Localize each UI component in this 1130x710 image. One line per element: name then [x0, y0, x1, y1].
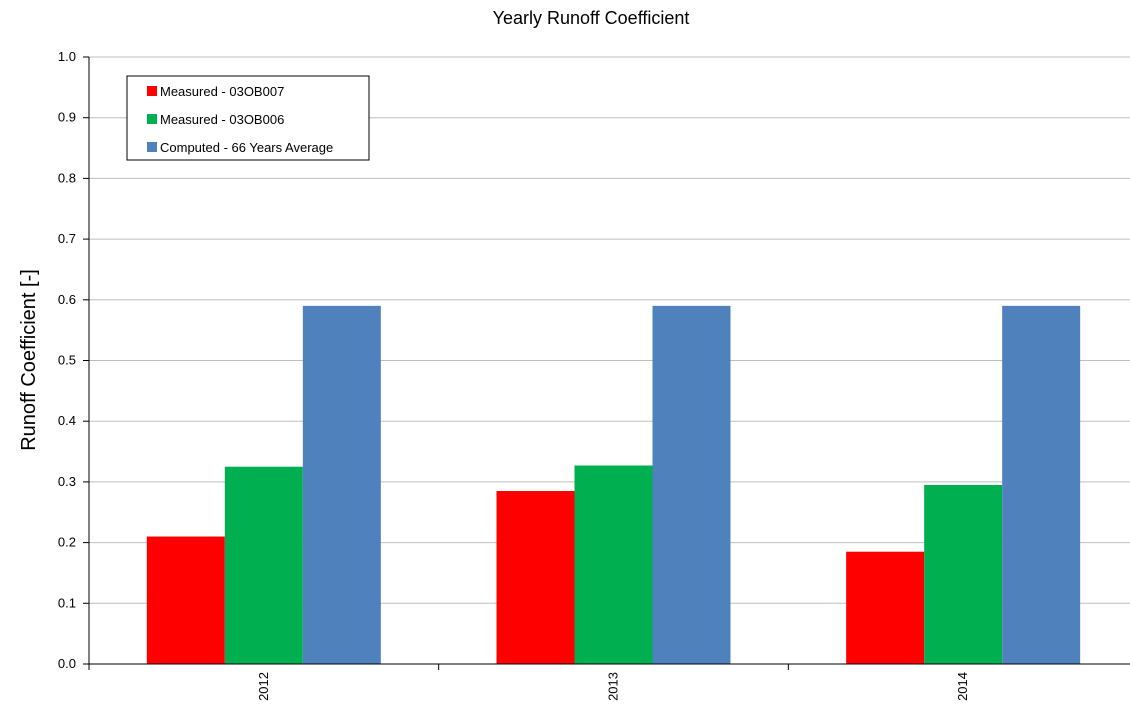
bars — [146, 305, 1081, 664]
x-tick-label: 2012 — [256, 672, 271, 701]
legend-swatch — [147, 114, 157, 124]
y-tick-label: 0.4 — [58, 413, 76, 428]
legend: Measured - 03OB007 Measured - 03OB006 Comp… — [126, 75, 370, 161]
x-tick-labels: 2012 2013 2014 — [256, 672, 970, 701]
y-axis-label: Runoff Coefficient [-] — [18, 269, 40, 451]
y-tick-label: 0.3 — [58, 474, 76, 489]
y-tick-label: 0.1 — [58, 595, 76, 610]
x-tick-label: 2013 — [606, 672, 621, 701]
y-tick-label: 0.7 — [58, 231, 76, 246]
y-tick-label: 0.0 — [58, 656, 76, 671]
bar — [846, 551, 925, 664]
legend-box — [126, 75, 370, 161]
bar — [574, 465, 653, 664]
y-tick-label: 0.6 — [58, 292, 76, 307]
chart-title: Yearly Runoff Coefficient — [493, 8, 690, 28]
x-tick-label: 2014 — [955, 672, 970, 701]
y-tick-label: 0.2 — [58, 535, 76, 550]
bar — [1002, 305, 1081, 664]
bar — [302, 305, 381, 664]
bar — [652, 305, 731, 664]
y-tick-label: 0.9 — [58, 110, 76, 125]
y-tick-labels: 0.0 0.1 0.2 0.3 0.4 0.5 0.6 0.7 0.8 0.9 1.0 — [58, 49, 76, 671]
legend-label: Measured - 03OB007 — [160, 84, 284, 99]
bar — [496, 491, 575, 664]
bar — [224, 466, 303, 664]
bar — [924, 484, 1003, 664]
legend-swatch — [147, 86, 157, 96]
legend-label: Measured - 03OB006 — [160, 112, 284, 127]
legend-label: Computed - 66 Years Average — [160, 140, 333, 155]
axes — [83, 56, 1130, 670]
bar — [146, 536, 225, 664]
legend-swatch — [147, 142, 157, 152]
y-tick-label: 0.8 — [58, 170, 76, 185]
y-tick-label: 1.0 — [58, 49, 76, 64]
y-tick-label: 0.5 — [58, 353, 76, 368]
